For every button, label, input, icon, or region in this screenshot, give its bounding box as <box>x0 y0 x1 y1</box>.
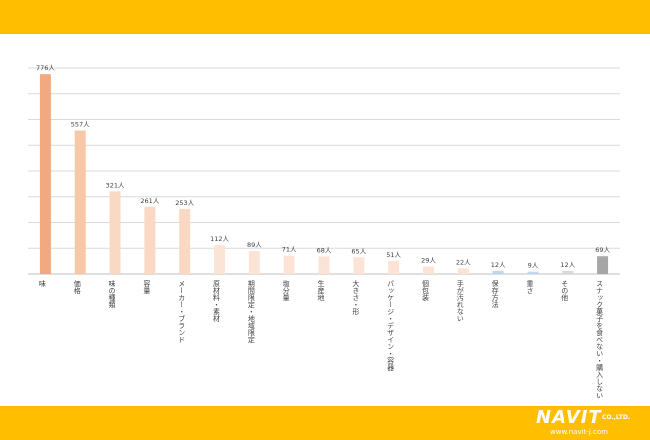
category-label: 個包装 <box>421 279 429 302</box>
top-banner <box>0 0 650 34</box>
data-label: 65人 <box>351 247 366 255</box>
data-label: 71人 <box>282 246 297 254</box>
category-label: 原材料・素材 <box>213 280 221 322</box>
grid-lines <box>28 67 620 275</box>
data-label: 12人 <box>491 261 506 269</box>
category-label: 手が汚れない <box>456 279 464 322</box>
data-label: 22人 <box>456 258 471 266</box>
category-label: 大きさ・形 <box>352 279 360 316</box>
bar <box>527 271 539 274</box>
category-labels: 味 価格 味の種類 容量 メーカー・ブランド 原材料・素材 期間限定・地域限定 塩分量 生産地 大… <box>38 279 603 399</box>
data-label: 112人 <box>210 235 229 243</box>
bar <box>353 257 365 274</box>
category-label: 塩分量 <box>282 279 290 301</box>
data-label: 261人 <box>140 197 159 205</box>
category-label: 保存方法 <box>491 279 499 309</box>
bar <box>283 255 295 274</box>
category-label: 味 <box>38 279 46 288</box>
bar <box>39 74 51 275</box>
bar <box>179 208 191 274</box>
data-label: 89人 <box>247 241 262 249</box>
logo-company-suffix: CO.,LTD. <box>602 414 631 421</box>
bottom-banner <box>0 406 650 440</box>
bar <box>492 270 504 274</box>
category-label: 重さ <box>526 280 534 295</box>
data-label: 69人 <box>595 246 610 254</box>
category-label: 期間限定・地域限定 <box>247 280 255 344</box>
bar <box>388 260 400 274</box>
category-label: 生産地 <box>317 279 325 301</box>
logo-wordmark: NAVIT <box>536 407 602 428</box>
data-label: 253人 <box>175 199 194 207</box>
value-labels: 776人 557人 321人 261人 253人 112人 89人 71人 68人 65人 51人 2… <box>36 64 611 270</box>
data-label: 776人 <box>36 64 55 72</box>
bar <box>144 206 156 274</box>
data-label: 68人 <box>317 246 332 254</box>
bar <box>214 245 226 274</box>
company-logo: NAVIT CO.,LTD. www.navit-j.com <box>536 408 644 438</box>
bar <box>248 251 260 274</box>
category-label: 味の種類 <box>108 279 116 309</box>
logo-url: www.navit-j.com <box>550 428 608 436</box>
category-label: スナック菓子を食べない・購入しない <box>596 280 604 399</box>
bar <box>109 191 121 274</box>
category-label: 価格 <box>73 279 81 295</box>
bars <box>39 74 609 275</box>
data-label: 9人 <box>528 262 539 270</box>
data-label: 557人 <box>71 121 90 129</box>
data-label: 51人 <box>386 251 401 259</box>
data-label: 321人 <box>106 181 125 189</box>
data-label: 12人 <box>560 261 575 269</box>
bar <box>457 268 469 274</box>
bar <box>74 130 86 274</box>
category-label: パッケージ・デザイン・容器 <box>387 280 395 372</box>
category-label: 容量 <box>143 279 151 294</box>
bar <box>562 270 574 274</box>
data-label: 29人 <box>421 257 436 265</box>
bar <box>422 266 434 274</box>
bar-chart: 776人 557人 321人 261人 253人 112人 89人 71人 68人 65人 51人 2… <box>28 64 620 399</box>
category-label: その他 <box>561 280 569 302</box>
category-label: メーカー・ブランド <box>178 280 186 343</box>
bar <box>318 256 330 274</box>
bar <box>597 256 609 274</box>
